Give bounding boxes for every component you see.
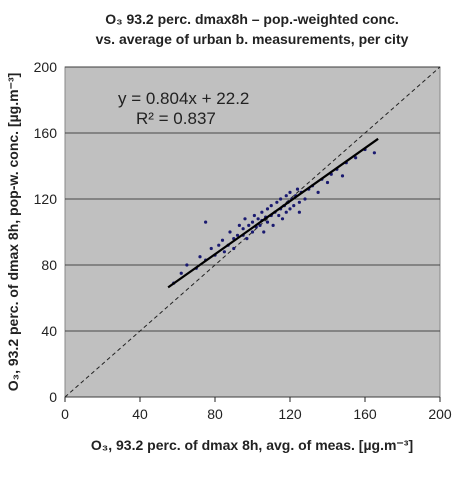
point xyxy=(247,223,251,227)
point xyxy=(284,210,288,214)
point xyxy=(260,210,264,214)
point xyxy=(252,213,256,218)
point xyxy=(280,217,285,221)
point xyxy=(250,230,255,234)
equation: y = 0.804x + 22.2 xyxy=(118,89,249,108)
point xyxy=(235,233,240,237)
chart-subtitle: vs. average of urban b. measurements, pe… xyxy=(96,31,409,47)
point xyxy=(288,207,292,211)
y-axis-label: O₃, 93.2 perc. of dmax 8h, pop-w. conc. … xyxy=(5,73,21,392)
point xyxy=(232,246,236,251)
point xyxy=(220,238,225,242)
point xyxy=(372,151,376,155)
point xyxy=(292,204,296,208)
point xyxy=(217,243,221,247)
point xyxy=(185,263,189,267)
x-tick-label: 120 xyxy=(278,406,302,422)
point xyxy=(340,174,345,178)
x-tick-label: 0 xyxy=(61,406,69,422)
point xyxy=(241,227,245,231)
point xyxy=(262,230,266,234)
y-tick-label: 120 xyxy=(34,191,58,207)
point xyxy=(354,156,358,160)
x-tick-label: 80 xyxy=(207,406,223,422)
x-axis-label: O₃, 93.2 perc. of dmax 8h, avg. of meas.… xyxy=(91,437,413,453)
y-tick-label: 40 xyxy=(41,323,57,339)
y-tick-label: 0 xyxy=(49,389,57,405)
point xyxy=(303,197,307,201)
point xyxy=(245,237,249,241)
trendline xyxy=(167,137,379,289)
y-tick-label: 200 xyxy=(34,59,58,75)
chart-title: O₃ 93.2 perc. dmax8h – pop.-weighted con… xyxy=(105,11,399,27)
point xyxy=(265,220,270,224)
point xyxy=(204,220,208,224)
point xyxy=(269,204,273,208)
y-tick-label: 160 xyxy=(34,125,58,141)
point xyxy=(277,213,281,218)
identity-line xyxy=(64,66,441,398)
point xyxy=(297,200,301,204)
x-tick-label: 160 xyxy=(353,406,377,422)
point xyxy=(237,223,241,227)
point xyxy=(198,255,202,259)
y-tick-label: 80 xyxy=(41,257,57,273)
point xyxy=(179,271,183,275)
point xyxy=(243,217,247,221)
point xyxy=(256,217,260,221)
point xyxy=(222,250,226,254)
point xyxy=(316,190,320,194)
point xyxy=(275,200,279,204)
point xyxy=(250,220,255,224)
point xyxy=(279,197,283,201)
point xyxy=(265,207,270,211)
r-squared: R² = 0.837 xyxy=(136,109,216,128)
point xyxy=(295,187,300,191)
point xyxy=(209,246,213,251)
point xyxy=(228,230,232,234)
x-tick-label: 40 xyxy=(132,406,148,422)
point xyxy=(288,190,292,194)
point xyxy=(297,210,301,214)
point xyxy=(258,223,262,227)
point xyxy=(284,194,288,198)
point xyxy=(325,180,330,185)
x-tick-label: 200 xyxy=(428,406,452,422)
point xyxy=(271,223,275,227)
